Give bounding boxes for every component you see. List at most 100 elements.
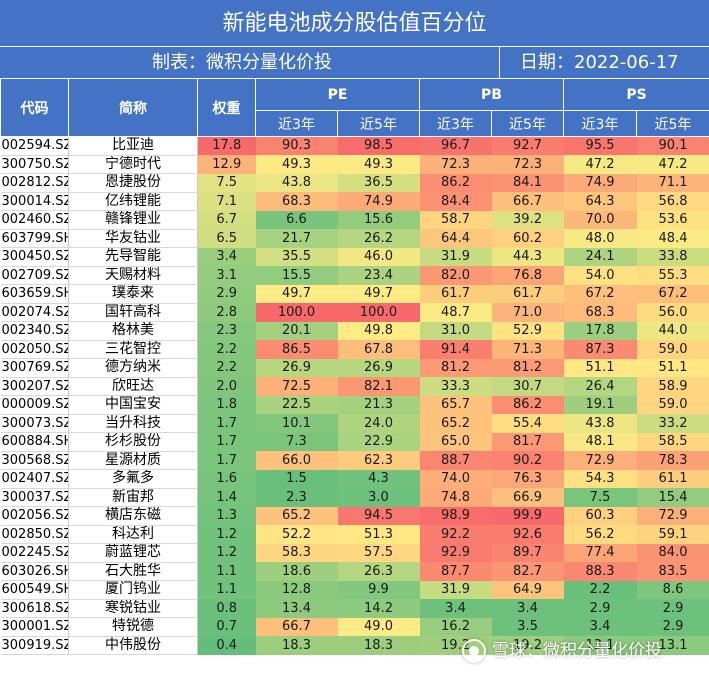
header-pe[interactable]: PE <box>254 78 421 111</box>
header-weight[interactable]: 权重 <box>197 78 256 137</box>
percentile-cell-pb5: 39.2 <box>491 210 564 229</box>
weight-cell: 12.9 <box>197 155 256 174</box>
weight-cell: 1.3 <box>197 506 256 525</box>
percentile-cell-pe5: 36.5 <box>337 173 420 192</box>
stock-name: 天赐材料 <box>68 266 198 285</box>
percentile-cell-ps3: 51.1 <box>563 358 637 377</box>
weight-cell: 0.4 <box>197 636 256 655</box>
percentile-cell-pe3: 49.7 <box>255 284 338 303</box>
stock-code: 300618.SZ <box>0 599 69 618</box>
table-row: 002056.SZ 横店东磁 1.3 65.2 94.5 98.9 99.9 60.3 72.9 <box>0 506 709 526</box>
percentile-cell-pb3: 91.4 <box>419 340 492 359</box>
stock-code: 300001.SZ <box>0 617 69 637</box>
percentile-cell-ps3: 2.2 <box>563 580 637 599</box>
percentile-cell-pb3: 92.9 <box>419 543 492 562</box>
percentile-cell-ps3: 24.1 <box>563 247 637 266</box>
header-code[interactable]: 代码 <box>0 78 69 137</box>
weight-cell: 2.2 <box>197 340 256 359</box>
stock-name: 新宙邦 <box>68 488 198 507</box>
subtitle-divider <box>499 47 500 78</box>
percentile-cell-pe3: 72.5 <box>255 377 338 396</box>
table-row: 300001.SZ 特锐德 0.7 66.7 49.0 16.2 3.5 3.4 2.9 <box>0 617 709 637</box>
percentile-cell-pb3: 72.3 <box>419 155 492 174</box>
stock-code: 000009.SZ <box>0 395 69 415</box>
stock-name: 华友钴业 <box>68 229 198 248</box>
stock-name: 格林美 <box>68 321 198 341</box>
percentile-cell-pb5: 82.7 <box>491 562 564 581</box>
percentile-cell-pe3: 2.3 <box>255 488 338 507</box>
stock-name: 蔚蓝锂芯 <box>68 543 198 563</box>
percentile-cell-pe5: 49.8 <box>337 321 420 340</box>
header-pb-3y[interactable]: 近3年 <box>419 110 493 137</box>
header-pe-3y[interactable]: 近3年 <box>255 110 338 137</box>
weight-cell: 1.4 <box>197 488 256 507</box>
percentile-cell-pe3: 15.5 <box>255 266 338 285</box>
header-name[interactable]: 简称 <box>68 78 198 137</box>
percentile-cell-ps3: 54.3 <box>563 469 637 488</box>
stock-code: 300014.SZ <box>0 192 69 211</box>
header-ps-5y[interactable]: 近5年 <box>636 110 709 137</box>
percentile-cell-ps5: 58.9 <box>636 377 709 396</box>
percentile-cell-pe3: 90.3 <box>255 136 338 155</box>
header-pe-5y[interactable]: 近5年 <box>336 110 421 137</box>
percentile-cell-pe3: 6.6 <box>255 210 338 229</box>
stock-code: 600884.SH <box>0 432 69 452</box>
percentile-cell-pb3: 16.2 <box>419 617 492 636</box>
stock-code: 002056.SZ <box>0 506 69 526</box>
stock-code: 002407.SZ <box>0 469 69 489</box>
percentile-cell-ps5: 67.2 <box>636 284 709 303</box>
percentile-cell-pb3: 48.7 <box>419 303 492 322</box>
percentile-cell-pe5: 26.9 <box>337 358 420 377</box>
weight-cell: 1.6 <box>197 469 256 488</box>
header-ps-3y[interactable]: 近3年 <box>563 110 638 137</box>
date-label: 日期：2022-06-17 <box>520 52 679 73</box>
table-row: 002245.SZ 蔚蓝锂芯 1.2 58.3 57.5 92.9 89.7 77.4 84.0 <box>0 543 709 563</box>
stock-code: 002074.SZ <box>0 303 69 322</box>
table-row: 002594.SZ 比亚迪 17.8 90.3 98.5 96.7 92.7 95.5 90.1 <box>0 136 709 156</box>
percentile-cell-pe5: 23.4 <box>337 266 420 285</box>
maker-label: 制表：微积分量化价投 <box>152 52 332 73</box>
valuation-table: 代码 简称 权重 PE PB PS 近3年 近5年 近3年 近5年 近3年 近5… <box>0 78 709 655</box>
percentile-cell-pb3: 31.9 <box>419 247 492 266</box>
percentile-cell-pe5: 18.3 <box>337 636 420 655</box>
table-row: 002812.SZ 恩捷股份 7.5 43.8 36.5 86.2 84.1 74.9 71.1 <box>0 173 709 193</box>
header-pb[interactable]: PB <box>419 78 565 111</box>
header-pb-5y[interactable]: 近5年 <box>491 110 565 137</box>
table-row: 600549.SH 厦门钨业 1.1 12.8 9.9 31.9 64.9 2.2 8.6 <box>0 580 709 600</box>
percentile-cell-pb3: 87.7 <box>419 562 492 581</box>
weight-cell: 1.2 <box>197 525 256 544</box>
percentile-cell-ps5: 53.6 <box>636 210 709 229</box>
percentile-cell-pb5: 92.7 <box>491 136 564 155</box>
percentile-cell-pb5: 86.2 <box>491 395 564 414</box>
percentile-cell-pe3: 58.3 <box>255 543 338 562</box>
percentile-cell-ps3: 48.1 <box>563 432 637 451</box>
percentile-cell-pe5: 3.0 <box>337 488 420 507</box>
stock-code: 002460.SZ <box>0 210 69 230</box>
table-row: 300750.SZ 宁德时代 12.9 49.3 49.3 72.3 72.3 47.2 47.… <box>0 155 709 174</box>
table-row: 300769.SZ 德方纳米 2.2 26.9 26.9 81.2 81.2 51.1 51.1 <box>0 358 709 378</box>
table-row: 603799.SH 华友钴业 6.5 21.7 26.2 64.4 60.2 48.0 48.4 <box>0 229 709 248</box>
weight-cell: 3.1 <box>197 266 256 285</box>
stock-code: 300750.SZ <box>0 155 69 174</box>
weight-cell: 0.7 <box>197 617 256 636</box>
percentile-cell-pe3: 21.7 <box>255 229 338 248</box>
percentile-cell-pb3: 74.8 <box>419 488 492 507</box>
percentile-cell-ps3: 67.2 <box>563 284 637 303</box>
percentile-cell-pe3: 65.2 <box>255 506 338 525</box>
percentile-cell-ps5: 13.1 <box>636 636 709 655</box>
percentile-cell-ps3: 47.2 <box>563 155 637 174</box>
percentile-cell-pe3: 52.2 <box>255 525 338 544</box>
percentile-cell-ps5: 2.9 <box>636 617 709 636</box>
percentile-cell-ps3: 72.9 <box>563 451 637 470</box>
percentile-cell-ps5: 78.3 <box>636 451 709 470</box>
table-row: 603659.SH 璞泰来 2.9 49.7 49.7 61.7 61.7 67.2 67.2 <box>0 284 709 304</box>
percentile-cell-pb3: 65.2 <box>419 414 492 433</box>
percentile-cell-pe3: 20.1 <box>255 321 338 340</box>
percentile-cell-ps5: 47.2 <box>636 155 709 174</box>
percentile-cell-pb5: 55.4 <box>491 414 564 433</box>
stock-code: 603659.SH <box>0 284 69 304</box>
header-ps[interactable]: PS <box>563 78 709 111</box>
percentile-cell-ps3: 88.3 <box>563 562 637 581</box>
percentile-cell-pe3: 35.5 <box>255 247 338 266</box>
percentile-cell-pe5: 9.9 <box>337 580 420 599</box>
